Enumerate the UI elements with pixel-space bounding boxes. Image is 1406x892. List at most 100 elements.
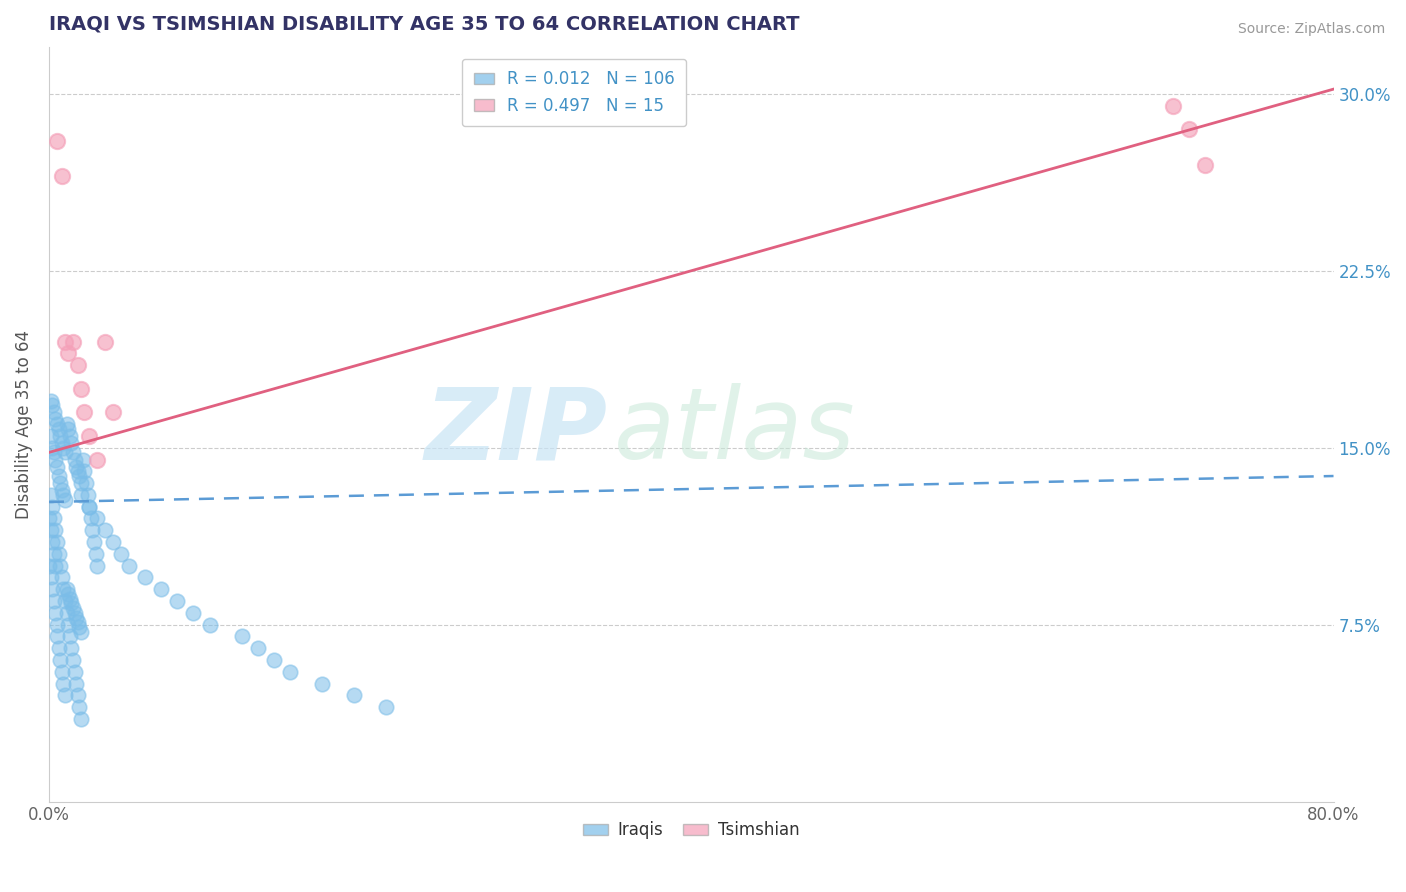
Point: [41, 441, 63, 455]
Point: [166, 594, 188, 608]
Point: [42, 547, 65, 561]
Point: [46, 535, 69, 549]
Point: [44, 523, 66, 537]
Point: [63, 606, 86, 620]
Point: [51, 570, 73, 584]
Point: [70, 476, 93, 491]
Point: [52, 676, 75, 690]
Point: [110, 547, 132, 561]
Point: [53, 594, 76, 608]
Point: [38, 558, 60, 573]
Point: [46, 417, 69, 431]
Point: [58, 587, 80, 601]
Point: [72, 452, 94, 467]
Point: [86, 452, 108, 467]
Point: [69, 700, 91, 714]
Point: [41, 398, 63, 412]
Point: [231, 629, 253, 643]
Point: [63, 452, 86, 467]
Point: [65, 459, 87, 474]
Point: [246, 641, 269, 656]
Point: [44, 412, 66, 426]
Point: [39, 488, 62, 502]
Point: [41, 535, 63, 549]
Point: [49, 476, 72, 491]
Point: [82, 523, 104, 537]
Point: [59, 429, 82, 443]
Point: [66, 464, 89, 478]
Point: [51, 436, 73, 450]
Point: [58, 617, 80, 632]
Point: [183, 606, 205, 620]
Point: [62, 601, 84, 615]
Point: [70, 488, 93, 502]
Point: [48, 422, 70, 436]
Point: [198, 617, 221, 632]
Point: [60, 436, 83, 450]
Point: [150, 582, 173, 597]
Point: [44, 452, 66, 467]
Point: [48, 641, 70, 656]
Point: [77, 500, 100, 514]
Point: [52, 582, 75, 597]
Point: [70, 712, 93, 726]
Y-axis label: Disability Age 35 to 64: Disability Age 35 to 64: [15, 330, 32, 518]
Point: [42, 445, 65, 459]
Point: [60, 641, 83, 656]
Point: [76, 488, 98, 502]
Point: [46, 459, 69, 474]
Point: [53, 334, 76, 349]
Point: [48, 469, 70, 483]
Point: [66, 615, 89, 630]
Point: [39, 570, 62, 584]
Point: [84, 547, 107, 561]
Point: [62, 334, 84, 349]
Point: [103, 535, 125, 549]
Point: [55, 606, 77, 620]
Point: [58, 346, 80, 360]
Point: [46, 617, 69, 632]
Point: [66, 689, 89, 703]
Point: [62, 653, 84, 667]
Point: [44, 558, 66, 573]
Point: [39, 523, 62, 537]
Point: [1194, 158, 1216, 172]
Point: [51, 169, 73, 184]
Text: atlas: atlas: [614, 384, 856, 480]
Point: [1161, 98, 1184, 112]
Point: [77, 429, 100, 443]
Point: [75, 476, 97, 491]
Point: [39, 429, 62, 443]
Point: [53, 445, 76, 459]
Point: [69, 620, 91, 634]
Point: [66, 358, 89, 372]
Text: IRAQI VS TSIMSHIAN DISABILITY AGE 35 TO 64 CORRELATION CHART: IRAQI VS TSIMSHIAN DISABILITY AGE 35 TO …: [49, 15, 800, 34]
Point: [59, 591, 82, 606]
Legend: Iraqis, Tsimshian: Iraqis, Tsimshian: [576, 814, 807, 847]
Point: [53, 689, 76, 703]
Point: [41, 582, 63, 597]
Point: [80, 511, 103, 525]
Point: [73, 405, 96, 419]
Point: [51, 483, 73, 498]
Point: [52, 441, 75, 455]
Point: [1178, 122, 1201, 136]
Point: [49, 429, 72, 443]
Point: [65, 610, 87, 624]
Point: [60, 596, 83, 610]
Point: [65, 676, 87, 690]
Point: [49, 653, 72, 667]
Text: Source: ZipAtlas.com: Source: ZipAtlas.com: [1237, 22, 1385, 37]
Point: [103, 405, 125, 419]
Point: [263, 653, 285, 667]
Point: [42, 511, 65, 525]
Point: [94, 523, 117, 537]
Point: [42, 405, 65, 419]
Point: [311, 676, 333, 690]
Point: [44, 606, 66, 620]
Point: [86, 558, 108, 573]
Point: [73, 464, 96, 478]
Point: [38, 511, 60, 525]
Point: [134, 570, 156, 584]
Point: [55, 582, 77, 597]
